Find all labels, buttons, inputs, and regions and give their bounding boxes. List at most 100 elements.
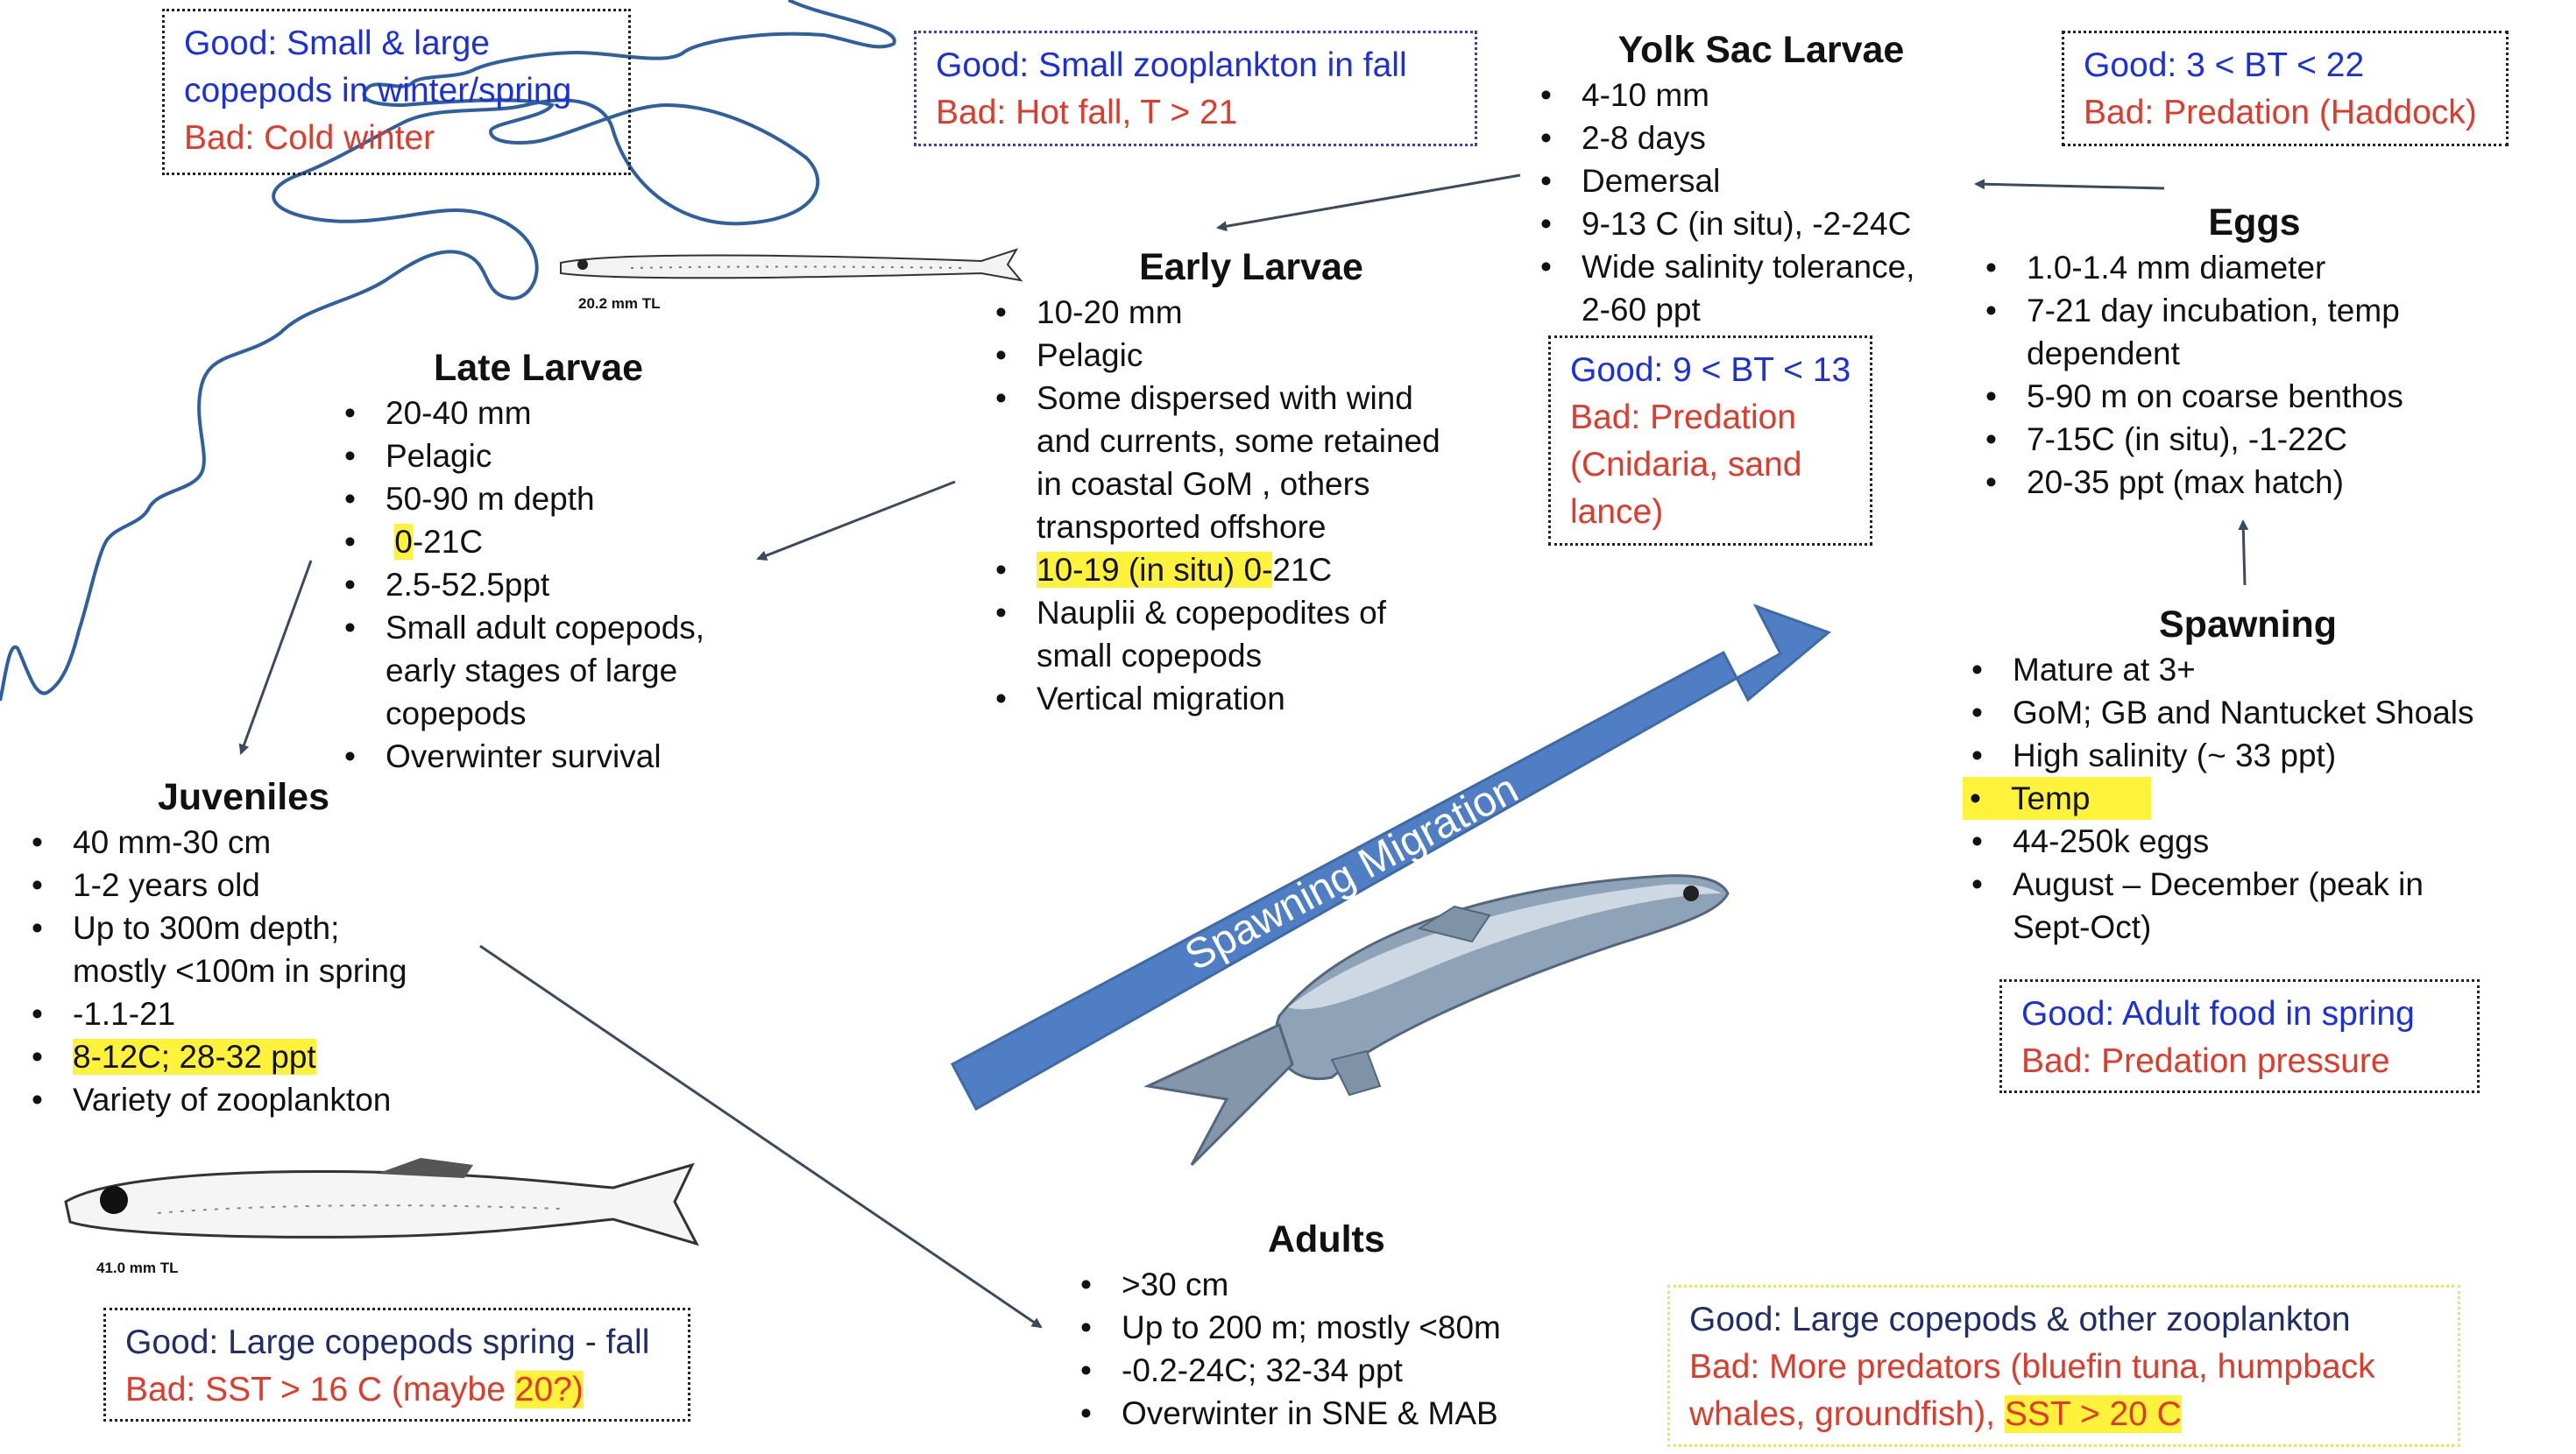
stage-fact: -1.1-21 bbox=[25, 992, 463, 1035]
bad-condition: Bad: Predation pressure bbox=[2021, 1042, 2390, 1080]
stage-fact: August – December (peak in bbox=[1964, 863, 2508, 906]
good-condition: Good: 3 < BT < 22 bbox=[2084, 46, 2365, 84]
stage-fact-cont: copepods bbox=[386, 695, 527, 731]
stage-fact: 5-90 m on coarse benthos bbox=[1978, 375, 2504, 418]
good-condition: Good: Large copepods & other zooplankton bbox=[1689, 1301, 2351, 1338]
juvenile-size-label: 41.0 mm TL bbox=[96, 1260, 179, 1276]
good-condition: Good: Large copepods spring - fall bbox=[125, 1323, 650, 1361]
stage-fact: 7-15C (in situ), -1-22C bbox=[1978, 418, 2504, 461]
stage-fact: 1.0-1.4 mm diameter bbox=[1978, 246, 2504, 289]
box-early-larvae-conditions: Good: Small zooplankton in fall Bad: Hot… bbox=[914, 31, 1477, 146]
stage-fact: 44-250k eggs bbox=[1964, 820, 2508, 863]
stage-fact-cont: Sept-Oct) bbox=[2013, 909, 2152, 945]
good-condition: Good: Small & large bbox=[184, 25, 491, 62]
adult-herring-image bbox=[1143, 874, 1730, 1167]
stage-fact: Up to 300m depth; bbox=[25, 907, 463, 949]
temperature-salinity-highlight: 8-12C; 28-32 ppt bbox=[73, 1039, 316, 1075]
stage-fact: Some dispersed with wind bbox=[988, 377, 1479, 420]
bad-condition-cont: whales, groundfish), bbox=[1689, 1395, 1996, 1433]
arrow-juvenile-to-adult bbox=[479, 944, 1043, 1329]
juvenile-larva-image bbox=[64, 1158, 699, 1246]
stage-fact: Up to 200 m; mostly <80m bbox=[1073, 1306, 1564, 1349]
temperature-highlight: 0 bbox=[394, 524, 413, 560]
stage-fact: Mature at 3+ bbox=[1964, 648, 2508, 691]
bad-condition: Bad: Predation (Haddock) bbox=[2084, 94, 2477, 131]
stage-fact-temp-highlight: Temp bbox=[1963, 777, 2151, 820]
stage-fact: 9-13 C (in situ), -2-24C bbox=[1533, 202, 1989, 245]
box-eggs-conditions: Good: 3 < BT < 22 Bad: Predation (Haddoc… bbox=[2062, 31, 2509, 146]
stage-spawning: Spawning Mature at 3+ GoM; GB and Nantuc… bbox=[1963, 601, 2508, 949]
coastline bbox=[0, 0, 896, 702]
stage-late-larvae: Late Larvae 20-40 mm Pelagic 50-90 m dep… bbox=[337, 344, 775, 778]
arrow-eggs-to-yolk bbox=[1974, 179, 2165, 190]
stage-juveniles: Juveniles 40 mm-30 cm 1-2 years old Up t… bbox=[25, 773, 463, 1121]
stage-fact: >30 cm bbox=[1073, 1263, 1564, 1306]
stage-fact: Variety of zooplankton bbox=[25, 1078, 463, 1121]
stage-fact: 40 mm-30 cm bbox=[25, 821, 463, 864]
good-condition: Good: Small zooplankton in fall bbox=[936, 46, 1407, 84]
stage-fact: 7-21 day incubation, temp bbox=[1978, 289, 2504, 332]
arrow-yolk-to-early bbox=[1216, 173, 1521, 232]
good-condition: Good: Adult food in spring bbox=[2021, 995, 2415, 1033]
bad-condition: Bad: Cold winter bbox=[184, 119, 435, 157]
temperature-rest: -21C bbox=[412, 524, 484, 560]
stage-fact: 4-10 mm bbox=[1533, 74, 1989, 116]
stage-fact: Wide salinity tolerance, bbox=[1533, 245, 1989, 288]
stage-fact-cont: and currents, some retained bbox=[1037, 423, 1440, 459]
bad-condition: Bad: Predation bbox=[1570, 399, 1797, 436]
stage-title: Eggs bbox=[2208, 201, 2301, 244]
stage-adults: Adults >30 cm Up to 200 m; mostly <80m -… bbox=[1073, 1216, 1564, 1435]
stage-fact-cont: early stages of large bbox=[386, 653, 678, 688]
spawning-migration-arrow bbox=[950, 603, 1831, 1112]
box-yolk-sac-conditions: Good: 9 < BT < 13 Bad: Predation (Cnidar… bbox=[1548, 335, 1872, 546]
stage-yolk-sac-larvae: Yolk Sac Larvae 4-10 mm 2-8 days Demersa… bbox=[1533, 26, 1989, 331]
stage-fact: 10-20 mm bbox=[988, 291, 1479, 334]
stage-eggs: Eggs 1.0-1.4 mm diameter 7-21 day incuba… bbox=[1978, 199, 2504, 504]
stage-title: Spawning bbox=[2159, 603, 2338, 646]
stage-fact: Demersal bbox=[1533, 159, 1989, 202]
stage-title: Juveniles bbox=[158, 776, 329, 818]
arrow-early-to-late bbox=[756, 480, 956, 561]
good-condition-cont: copepods in winter/spring bbox=[184, 72, 572, 109]
stage-fact: High salinity (~ 33 ppt) bbox=[1964, 734, 2508, 777]
bad-condition: Bad: More predators (bluefin tuna, humpb… bbox=[1689, 1348, 2375, 1386]
stage-fact: 20-40 mm bbox=[337, 392, 775, 434]
bad-condition: Bad: Hot fall, T > 21 bbox=[936, 94, 1238, 131]
arrow-spawning-to-eggs bbox=[2238, 519, 2249, 586]
stage-fact: 1-2 years old bbox=[25, 864, 463, 907]
stage-early-larvae: Early Larvae 10-20 mm Pelagic Some dispe… bbox=[988, 244, 1479, 720]
stage-fact: Overwinter in SNE & MAB bbox=[1073, 1392, 1564, 1435]
stage-fact-cont: mostly <100m in spring bbox=[73, 953, 407, 989]
stage-fact-temperature: 0-21C bbox=[337, 520, 775, 563]
stage-fact-cont: transported offshore bbox=[1037, 509, 1327, 545]
temperature-rest: 21C bbox=[1272, 552, 1333, 588]
stage-fact-cont: dependent bbox=[2027, 335, 2180, 371]
bad-condition-highlight: SST > 20 C bbox=[2004, 1395, 2182, 1433]
stage-fact: Vertical migration bbox=[988, 677, 1479, 720]
stage-title: Yolk Sac Larvae bbox=[1617, 29, 1905, 71]
box-spawning-conditions: Good: Adult food in spring Bad: Predatio… bbox=[1999, 979, 2480, 1093]
good-condition: Good: 9 < BT < 13 bbox=[1570, 351, 1851, 389]
early-larva-size-label: 20.2 mm TL bbox=[578, 295, 661, 312]
stage-fact: Nauplii & copepodites of bbox=[988, 591, 1479, 634]
stage-fact: 50-90 m depth bbox=[337, 477, 775, 520]
bad-condition-highlight: 20?) bbox=[514, 1371, 584, 1408]
stage-fact-temperature: 10-19 (in situ) 0-21C bbox=[988, 548, 1479, 591]
stage-title: Late Larvae bbox=[434, 347, 644, 389]
stage-fact: GoM; GB and Nantucket Shoals bbox=[1964, 691, 2508, 734]
stage-title: Adults bbox=[1268, 1218, 1385, 1260]
stage-fact: 20-35 ppt (max hatch) bbox=[1978, 461, 2504, 504]
stage-fact-cont: 2-60 ppt bbox=[1582, 292, 1701, 328]
stage-fact: Small adult copepods, bbox=[337, 606, 775, 649]
stage-fact: Pelagic bbox=[337, 434, 775, 477]
arrow-late-to-juvenile bbox=[238, 560, 313, 755]
stage-fact: 2.5-52.5ppt bbox=[337, 563, 775, 606]
box-late-larvae-conditions: Good: Small & large copepods in winter/s… bbox=[162, 9, 631, 175]
early-larva-image bbox=[560, 248, 1023, 282]
stage-title: Early Larvae bbox=[1139, 246, 1363, 288]
box-adult-conditions: Good: Large copepods & other zooplankton… bbox=[1667, 1285, 2460, 1447]
box-juvenile-conditions: Good: Large copepods spring - fall Bad: … bbox=[103, 1308, 690, 1422]
stage-fact: -0.2-24C; 32-34 ppt bbox=[1073, 1349, 1564, 1392]
bad-condition-cont: lance) bbox=[1570, 493, 1664, 531]
